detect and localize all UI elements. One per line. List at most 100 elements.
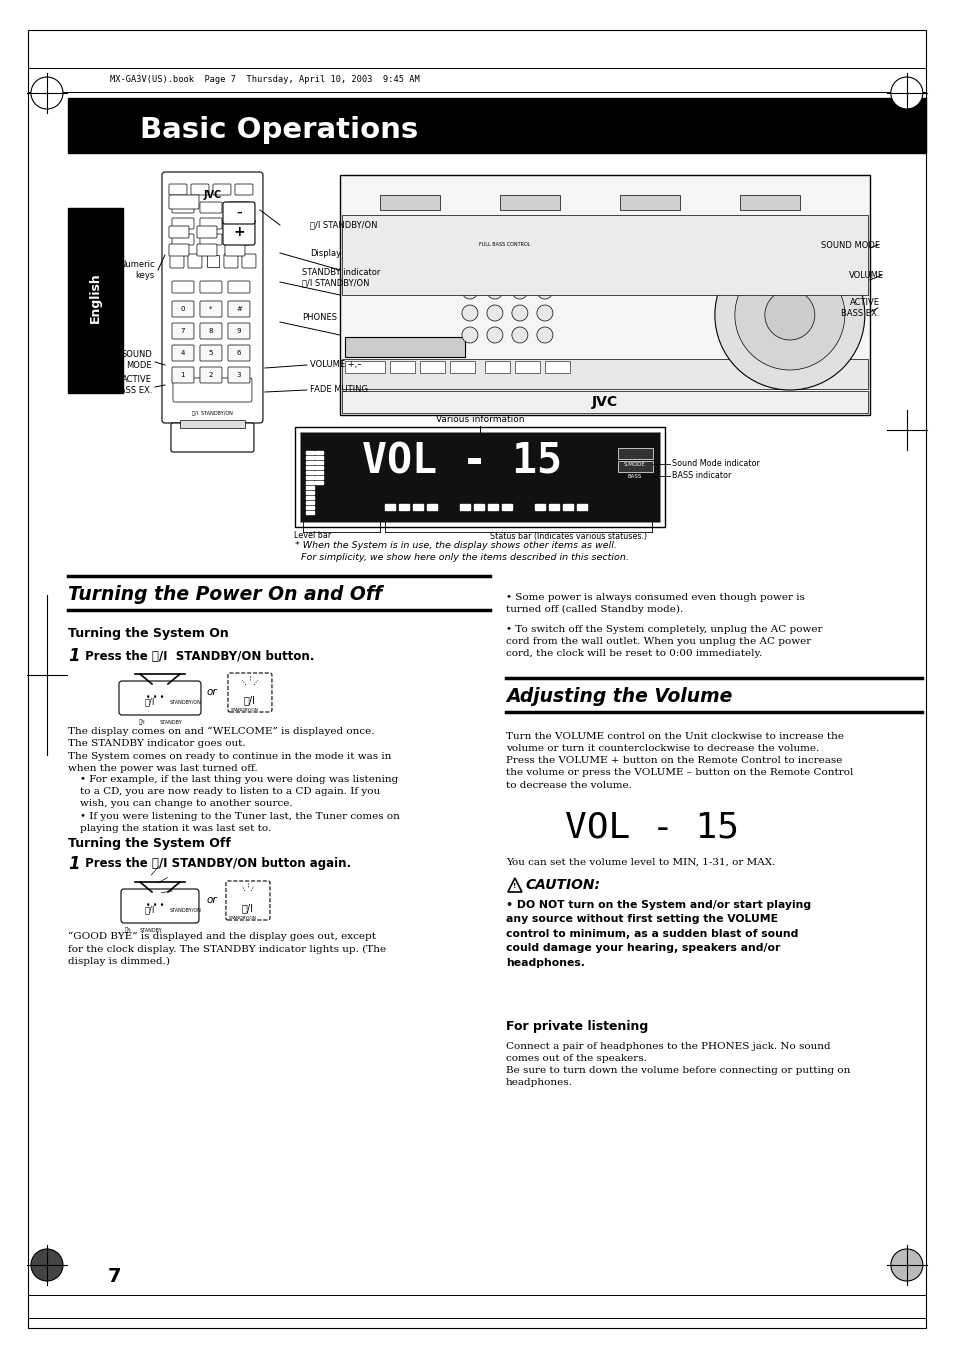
Bar bbox=[314, 457, 323, 459]
Text: STANDBY/ON: STANDBY/ON bbox=[170, 700, 202, 704]
Text: ⏻/I: ⏻/I bbox=[125, 927, 132, 932]
Text: CAUTION:: CAUTION: bbox=[525, 878, 600, 892]
FancyBboxPatch shape bbox=[200, 345, 222, 361]
Text: #: # bbox=[235, 305, 242, 312]
Bar bbox=[306, 471, 314, 474]
Bar bbox=[306, 507, 314, 509]
Text: • Some power is always consumed even though power is
turned off (called Standby : • Some power is always consumed even tho… bbox=[505, 593, 804, 615]
Bar bbox=[618, 461, 652, 471]
FancyBboxPatch shape bbox=[228, 203, 250, 213]
Text: * When the System is in use, the display shows other items as well.: * When the System is in use, the display… bbox=[294, 540, 617, 550]
Text: Various information: Various information bbox=[436, 416, 523, 424]
Text: STANDBY: STANDBY bbox=[160, 720, 183, 724]
Text: STANDBY/ON: STANDBY/ON bbox=[231, 708, 258, 712]
Text: 8: 8 bbox=[209, 328, 213, 334]
Text: 1: 1 bbox=[180, 372, 185, 378]
FancyBboxPatch shape bbox=[228, 234, 250, 245]
Text: “GOOD BYE” is displayed and the display goes out, except
for the clock display. : “GOOD BYE” is displayed and the display … bbox=[68, 932, 386, 966]
Text: ⏻/I STANDBY/ON: ⏻/I STANDBY/ON bbox=[310, 220, 377, 230]
Text: ⏻/I: ⏻/I bbox=[138, 719, 145, 724]
Text: Turn the VOLUME control on the Unit clockwise to increase the
volume or turn it : Turn the VOLUME control on the Unit cloc… bbox=[505, 732, 852, 789]
Text: Sound Mode indicator: Sound Mode indicator bbox=[671, 459, 759, 469]
Text: Status bar (Indicates various statuses.): Status bar (Indicates various statuses.) bbox=[490, 531, 646, 540]
FancyBboxPatch shape bbox=[121, 889, 199, 923]
Bar bbox=[548, 504, 558, 509]
FancyBboxPatch shape bbox=[228, 281, 250, 293]
Text: +: + bbox=[233, 226, 245, 239]
Text: or: or bbox=[207, 894, 217, 905]
Bar bbox=[345, 336, 464, 357]
FancyBboxPatch shape bbox=[200, 203, 222, 213]
Bar bbox=[487, 504, 497, 509]
Text: Adjusting the Volume: Adjusting the Volume bbox=[505, 688, 732, 707]
Text: Turning the Power On and Off: Turning the Power On and Off bbox=[68, 585, 382, 604]
Circle shape bbox=[537, 282, 553, 299]
FancyBboxPatch shape bbox=[234, 184, 253, 195]
Bar bbox=[306, 457, 314, 459]
Polygon shape bbox=[507, 878, 521, 892]
Bar bbox=[68, 99, 924, 153]
FancyBboxPatch shape bbox=[200, 281, 222, 293]
Bar bbox=[306, 481, 314, 484]
Bar bbox=[306, 496, 314, 499]
Bar bbox=[450, 361, 475, 373]
Bar bbox=[306, 501, 314, 504]
Bar bbox=[306, 486, 314, 489]
Text: Connect a pair of headphones to the PHONES jack. No sound
comes out of the speak: Connect a pair of headphones to the PHON… bbox=[505, 1042, 849, 1088]
FancyBboxPatch shape bbox=[172, 234, 193, 245]
Text: Press the ⏻/I STANDBY/ON button again.: Press the ⏻/I STANDBY/ON button again. bbox=[81, 858, 351, 870]
FancyBboxPatch shape bbox=[119, 681, 201, 715]
Circle shape bbox=[537, 305, 553, 322]
Text: The display comes on and “WELCOME” is displayed once.
The STANDBY indicator goes: The display comes on and “WELCOME” is di… bbox=[68, 727, 391, 773]
Circle shape bbox=[30, 1250, 63, 1281]
Circle shape bbox=[764, 290, 814, 340]
Text: 7: 7 bbox=[108, 1267, 122, 1286]
Bar bbox=[379, 195, 439, 209]
Text: or: or bbox=[207, 688, 217, 697]
Text: MX-GA3V(US).book  Page 7  Thursday, April 10, 2003  9:45 AM: MX-GA3V(US).book Page 7 Thursday, April … bbox=[110, 76, 419, 85]
Bar bbox=[207, 255, 219, 267]
Bar bbox=[314, 466, 323, 469]
Bar bbox=[562, 504, 573, 509]
FancyBboxPatch shape bbox=[169, 195, 199, 209]
Bar bbox=[306, 490, 314, 494]
Bar bbox=[419, 361, 444, 373]
Circle shape bbox=[486, 327, 502, 343]
Bar bbox=[68, 208, 123, 393]
Text: *: * bbox=[209, 305, 213, 312]
Bar bbox=[314, 471, 323, 474]
Text: SOUND
MODE: SOUND MODE bbox=[121, 350, 152, 370]
Text: STANDBY/ON: STANDBY/ON bbox=[229, 916, 256, 920]
FancyBboxPatch shape bbox=[169, 245, 189, 255]
Text: ACTIVE
BASS EX.: ACTIVE BASS EX. bbox=[113, 376, 152, 394]
Text: English: English bbox=[89, 273, 101, 323]
Text: 1: 1 bbox=[68, 855, 79, 873]
Text: ⏻/I: ⏻/I bbox=[242, 902, 253, 913]
Text: STANDBY: STANDBY bbox=[140, 928, 163, 932]
Bar bbox=[499, 195, 559, 209]
Bar bbox=[474, 504, 483, 509]
FancyBboxPatch shape bbox=[200, 218, 222, 230]
Circle shape bbox=[714, 240, 864, 390]
Text: • • •: • • • bbox=[146, 693, 164, 703]
FancyBboxPatch shape bbox=[196, 245, 216, 255]
Bar bbox=[314, 481, 323, 484]
Bar bbox=[306, 451, 314, 454]
FancyBboxPatch shape bbox=[228, 367, 250, 382]
Bar bbox=[535, 504, 544, 509]
Bar bbox=[314, 461, 323, 463]
FancyBboxPatch shape bbox=[172, 345, 193, 361]
Bar bbox=[341, 390, 867, 413]
Circle shape bbox=[512, 282, 527, 299]
FancyBboxPatch shape bbox=[228, 218, 250, 230]
Text: Level bar: Level bar bbox=[294, 531, 332, 540]
Bar bbox=[345, 361, 384, 373]
Text: VOL - 15: VOL - 15 bbox=[361, 440, 561, 484]
Bar bbox=[577, 504, 586, 509]
FancyBboxPatch shape bbox=[171, 423, 253, 453]
Circle shape bbox=[461, 282, 477, 299]
Text: Basic Operations: Basic Operations bbox=[140, 116, 417, 145]
Text: VOLUME +,–: VOLUME +,– bbox=[310, 361, 361, 370]
FancyBboxPatch shape bbox=[172, 367, 193, 382]
Text: • • •: • • • bbox=[146, 901, 164, 911]
